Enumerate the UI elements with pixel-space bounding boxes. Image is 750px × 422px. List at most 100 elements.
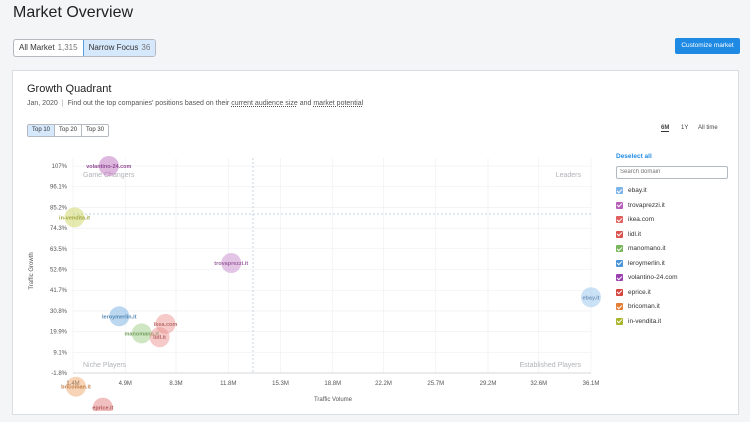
- deselect-all-link[interactable]: Deselect all: [616, 153, 652, 160]
- top-n-toggle: Top 10 Top 20 Top 30: [27, 124, 110, 137]
- x-tick-label: 29.2M: [480, 381, 497, 387]
- domain-item[interactable]: manomano.it: [616, 242, 732, 257]
- market-toggle: All Market 1,315 Narrow Focus 36: [13, 39, 157, 57]
- checkbox-icon[interactable]: [616, 216, 623, 224]
- data-point-label: eprice.it: [92, 406, 113, 411]
- domain-label: lidl.it: [628, 230, 642, 238]
- x-tick-label: 8.3M: [169, 381, 182, 387]
- period-6m[interactable]: 6M: [661, 125, 670, 132]
- narrow-focus-tab[interactable]: Narrow Focus 36: [82, 40, 156, 56]
- top-10-button[interactable]: Top 10: [28, 125, 55, 136]
- checkbox-icon[interactable]: [616, 187, 623, 195]
- customize-market-button[interactable]: Customize market: [675, 38, 740, 54]
- data-point: [149, 327, 170, 348]
- quadrant-label-established-players: Established Players: [520, 362, 582, 369]
- x-tick-label: 22.2M: [375, 381, 392, 387]
- period-1y[interactable]: 1Y: [681, 125, 689, 131]
- x-tick-label: 11.8M: [220, 381, 236, 387]
- checkbox-icon[interactable]: [616, 317, 623, 325]
- domain-item[interactable]: lidl.it: [616, 227, 732, 242]
- data-point-label: trovaprezzi.it: [214, 261, 248, 267]
- domain-item[interactable]: trovaprezzi.it: [616, 198, 732, 213]
- x-tick-label: 25.7M: [427, 381, 444, 387]
- current-audience-link[interactable]: current audience size: [231, 100, 298, 107]
- quadrant-label-game-changers: Game Changers: [83, 172, 135, 179]
- domain-label: ikea.com: [628, 216, 655, 224]
- data-point-label: manomano.it: [125, 331, 159, 337]
- y-tick-label: 85.2%: [50, 205, 68, 211]
- domain-label: ebay.it: [628, 187, 647, 195]
- top-30-button[interactable]: Top 30: [81, 125, 108, 136]
- y-tick-label: -1.8%: [51, 371, 67, 377]
- domain-label: volantino-24.com: [628, 274, 678, 282]
- domain-item[interactable]: volantino-24.com: [616, 271, 732, 286]
- x-tick-label: 4.9M: [119, 381, 132, 387]
- domain-item[interactable]: in-vendita.it: [616, 314, 732, 329]
- x-tick-label: 32.6M: [530, 381, 547, 387]
- y-tick-label: 41.7%: [50, 288, 68, 294]
- search-domain-input[interactable]: [616, 165, 728, 179]
- desc-and: and: [299, 100, 312, 107]
- domain-label: leroymerlin.it: [628, 259, 665, 267]
- checkbox-icon[interactable]: [616, 245, 623, 253]
- data-point-label: bricoman.it: [61, 385, 91, 391]
- domain-label: manomano.it: [628, 245, 666, 253]
- checkbox-icon[interactable]: [616, 303, 623, 311]
- y-tick-label: 74.3%: [50, 226, 68, 232]
- page-title: Market Overview: [13, 4, 134, 21]
- period-all-time[interactable]: All time: [698, 125, 718, 131]
- x-axis-label: Traffic Volume: [314, 397, 353, 403]
- y-axis-label: Traffic Growth: [29, 252, 35, 289]
- domain-item[interactable]: ebay.it: [616, 184, 732, 199]
- domain-list: ebay.it trovaprezzi.it ikea.com lidl.it mano…: [616, 184, 732, 329]
- quadrant-label-niche-players: Niche Players: [83, 362, 127, 369]
- domain-item[interactable]: eprice.it: [616, 285, 732, 300]
- narrow-focus-label: Narrow Focus: [88, 43, 139, 52]
- card-title: Growth Quadrant: [27, 83, 112, 95]
- domain-label: in-vendita.it: [628, 317, 662, 325]
- data-point: [98, 156, 119, 176]
- data-point-label: ebay.it: [582, 295, 599, 301]
- x-tick-label: 1.4M: [66, 381, 79, 387]
- data-point: [109, 306, 130, 327]
- domain-item[interactable]: leroymerlin.it: [616, 256, 732, 271]
- growth-quadrant-card: Growth Quadrant Jan, 2020 | Find out the t…: [12, 70, 739, 415]
- quadrant-label-leaders: Leaders: [556, 172, 582, 179]
- data-point-label: volantino-24.com: [86, 164, 131, 170]
- checkbox-icon[interactable]: [616, 259, 623, 267]
- data-point: [155, 313, 176, 334]
- data-point-label: in-vendita.it: [59, 215, 90, 221]
- card-subtitle: Jan, 2020 | Find out the top companies' po…: [27, 100, 364, 107]
- narrow-focus-count: 36: [141, 43, 151, 52]
- y-tick-label: 96.1%: [50, 185, 68, 191]
- data-point: [92, 397, 113, 411]
- checkbox-icon[interactable]: [616, 201, 623, 209]
- data-point: [581, 287, 601, 308]
- data-point: [65, 376, 86, 397]
- card-date: Jan, 2020: [27, 100, 58, 107]
- checkbox-icon[interactable]: [616, 274, 623, 282]
- all-market-tab[interactable]: All Market 1,315: [14, 40, 83, 56]
- desc-prefix: Find out the top companies' positions ba…: [67, 100, 230, 107]
- data-point-label: lidl.it: [153, 335, 166, 341]
- domain-item[interactable]: ikea.com: [616, 213, 732, 228]
- top-20-button[interactable]: Top 20: [54, 125, 81, 136]
- all-market-label: All Market: [19, 43, 55, 52]
- domain-item[interactable]: bricoman.it: [616, 300, 732, 315]
- x-tick-label: 18.8M: [324, 381, 341, 387]
- checkbox-icon[interactable]: [616, 230, 623, 238]
- y-tick-label: 63.5%: [50, 247, 68, 253]
- checkbox-icon[interactable]: [616, 288, 623, 296]
- y-tick-label: 52.6%: [50, 268, 68, 274]
- y-tick-label: 9.1%: [53, 350, 67, 356]
- data-point: [131, 323, 152, 344]
- data-point-label: ikea.com: [154, 322, 178, 328]
- data-point: [221, 253, 242, 274]
- domain-label: trovaprezzi.it: [628, 201, 665, 209]
- domain-label: bricoman.it: [628, 303, 660, 311]
- all-market-count: 1,315: [57, 43, 78, 52]
- y-tick-label: 19.9%: [50, 330, 68, 336]
- market-potential-link[interactable]: market potential: [313, 100, 364, 107]
- x-tick-label: 36.1M: [583, 381, 600, 387]
- data-point: [64, 207, 85, 228]
